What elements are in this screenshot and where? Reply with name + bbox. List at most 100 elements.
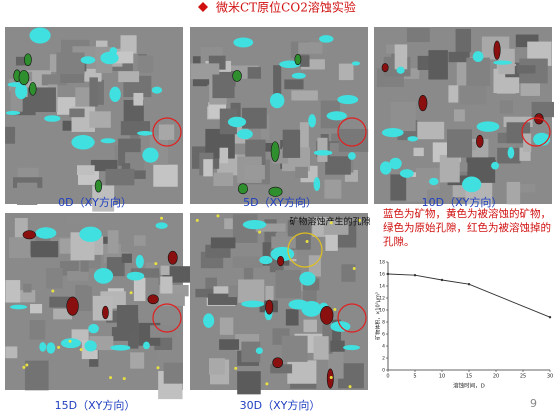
dissolved (305, 239, 309, 243)
grain (219, 317, 234, 335)
grain (120, 35, 137, 54)
grain (386, 44, 399, 54)
grain (130, 268, 160, 278)
grain (516, 65, 536, 74)
mineral (227, 116, 247, 128)
grain (31, 241, 59, 258)
mineral (337, 95, 359, 105)
mineral (60, 338, 82, 349)
grain (453, 109, 465, 122)
mineral (143, 341, 150, 350)
grain (130, 352, 145, 369)
grain (157, 57, 176, 78)
dissolved (79, 348, 83, 352)
grain (313, 336, 329, 360)
grain (448, 85, 459, 103)
grain (262, 142, 278, 152)
point (467, 283, 471, 286)
mineral (304, 277, 314, 286)
dissolved (333, 308, 337, 312)
dissolved (258, 230, 262, 234)
dissolved (329, 376, 333, 380)
panel-label: 5D（XY方向） (243, 195, 317, 209)
y-tick-label: 6 (382, 332, 385, 338)
mineral (44, 115, 61, 122)
grain (89, 111, 111, 128)
grain (121, 253, 132, 263)
dissolved (195, 218, 199, 222)
grain (317, 137, 328, 162)
grain (89, 77, 98, 107)
grain (205, 277, 217, 296)
grain (219, 339, 240, 350)
pore (381, 63, 389, 73)
grain (69, 108, 85, 118)
grain (208, 358, 225, 375)
mineral (288, 299, 309, 310)
grain (56, 52, 85, 75)
grain (282, 129, 301, 158)
grain (53, 308, 73, 320)
dissolved (329, 221, 333, 225)
grain (406, 176, 428, 202)
grain (446, 129, 473, 158)
highlight (521, 117, 551, 147)
mineral (109, 86, 121, 102)
mineral (137, 130, 153, 136)
grain (325, 234, 338, 251)
grain (394, 44, 408, 70)
grain (62, 120, 81, 131)
dissolved (352, 266, 356, 270)
grain (59, 238, 72, 254)
mineral (110, 344, 131, 351)
grain (24, 360, 49, 391)
x-axis-label: 溶蚀时间，D (453, 382, 485, 390)
dissolved (57, 345, 61, 349)
grain (41, 74, 68, 86)
grain (285, 309, 299, 326)
mineral (407, 136, 419, 142)
grain (163, 362, 183, 384)
mineral (255, 347, 263, 354)
grain (118, 71, 140, 83)
mineral (242, 220, 267, 230)
grain (244, 164, 265, 180)
mineral (71, 135, 95, 150)
highlight (152, 303, 182, 333)
mineral (399, 169, 414, 178)
mineral (135, 254, 144, 269)
point (386, 272, 390, 276)
grain (134, 235, 146, 246)
y-tick-label: 12 (379, 296, 385, 302)
dissolved (216, 214, 220, 218)
grain (499, 100, 513, 114)
y-tick-label: 18 (379, 260, 385, 266)
grain (338, 128, 369, 152)
grain (332, 319, 341, 344)
dissolved (109, 376, 113, 380)
grain (213, 286, 242, 296)
grain (466, 57, 490, 87)
grain (265, 285, 274, 306)
panel-label: 15D（XY方向） (55, 398, 136, 412)
grain (330, 340, 345, 352)
pore (237, 183, 249, 195)
grain (338, 63, 354, 81)
panel-label: 10D（XY方向） (422, 195, 503, 209)
grain (29, 320, 46, 340)
grain (153, 164, 178, 187)
grain (232, 256, 263, 268)
grain (5, 346, 18, 359)
grain (517, 183, 536, 193)
x-tick-label: 10 (439, 374, 445, 380)
dissolved (154, 262, 158, 266)
panel-label: 0D（XY方向） (58, 195, 132, 209)
x-tick-label: 30 (547, 374, 553, 380)
pore (29, 82, 37, 96)
grain (228, 285, 239, 298)
annotation-circle (287, 232, 323, 268)
grain (203, 159, 213, 177)
ct-image (374, 27, 554, 205)
dissolved (156, 366, 160, 370)
grain (520, 82, 541, 96)
